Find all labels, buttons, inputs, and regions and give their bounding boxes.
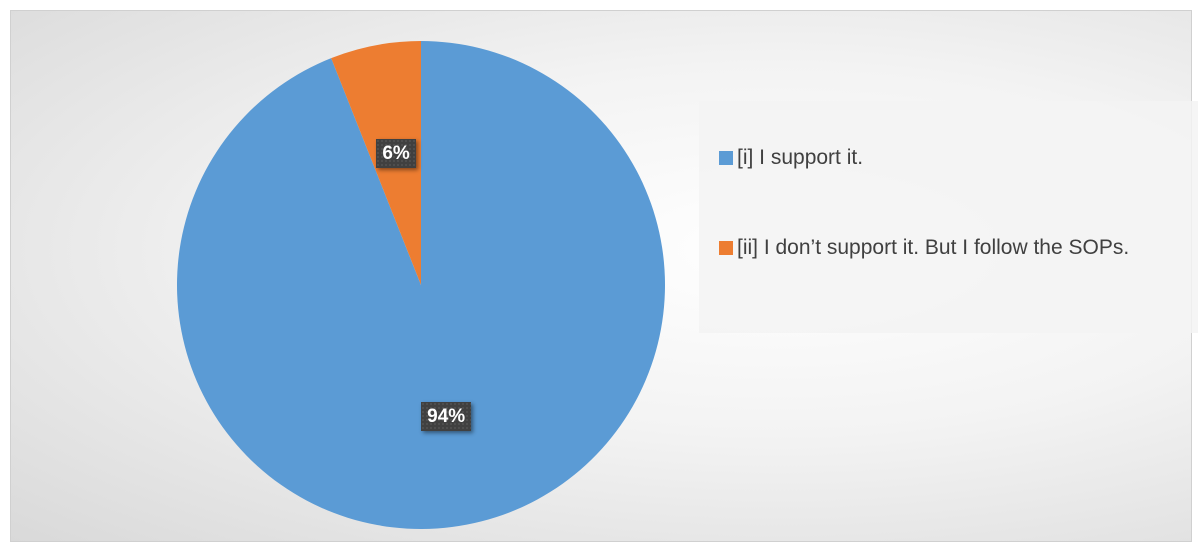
pie-slice-dont-support xyxy=(331,41,421,285)
legend-swatch-support xyxy=(719,151,733,165)
legend-item-dont-support: [ii] I don’t support it. But I follow th… xyxy=(719,233,1189,263)
legend-label-support: [i] I support it. xyxy=(737,146,864,169)
legend-item-support: [i] I support it. xyxy=(719,143,1189,173)
legend: [i] I support it. [ii] I don’t support i… xyxy=(699,101,1198,333)
pie-chart xyxy=(176,41,665,529)
chart-area: 94% 6% [i] I support it. [ii] I don’t sup… xyxy=(10,10,1198,542)
pie-slice-support xyxy=(176,41,665,529)
data-label-dont-support: 6% xyxy=(376,138,416,168)
legend-swatch-dont-support xyxy=(719,241,733,255)
data-label-support: 94% xyxy=(421,402,472,432)
legend-label-dont-support: [ii] I don’t support it. But I follow th… xyxy=(737,236,1130,259)
